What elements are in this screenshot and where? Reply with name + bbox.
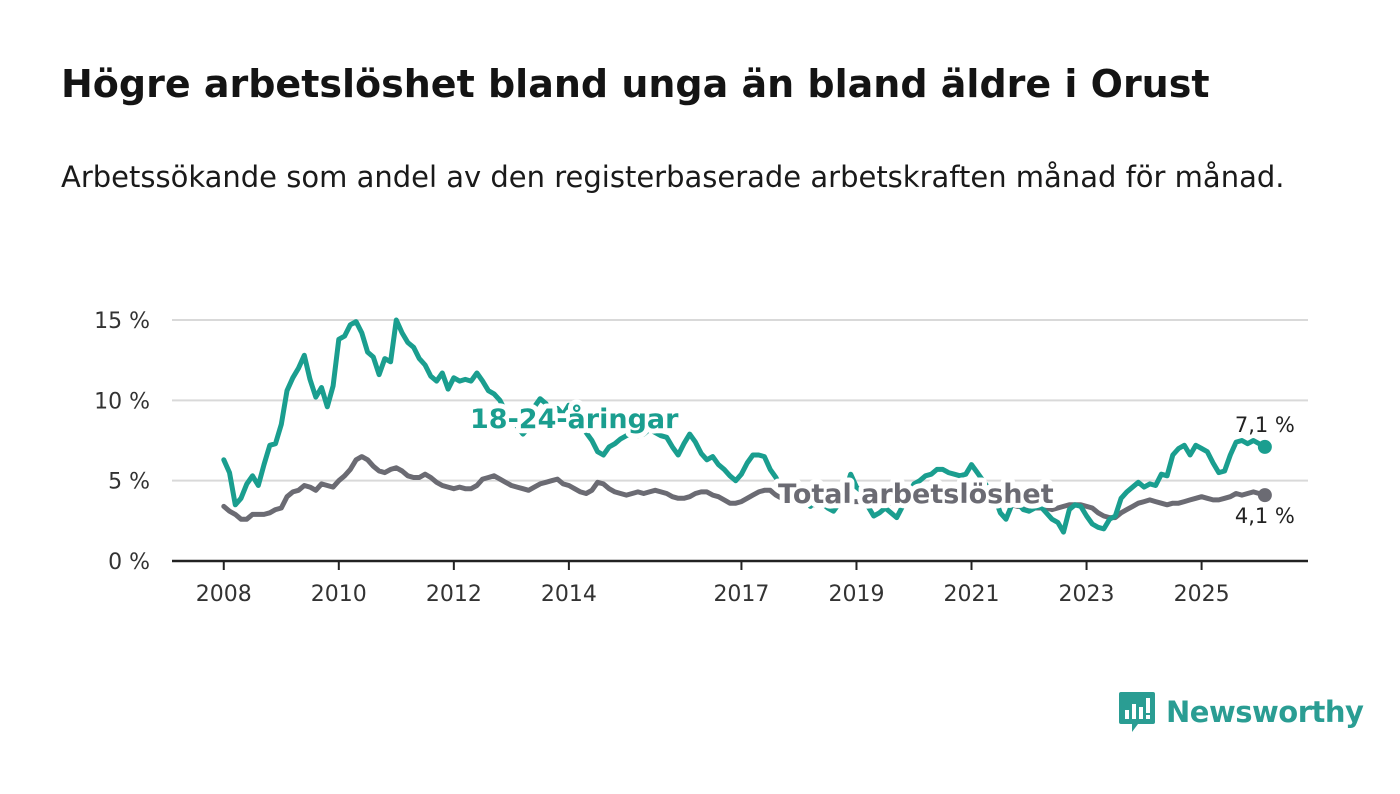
series-labels: 4,1 % 7,1 % 18-24-åringar Total arbetslöshe…	[465, 398, 1295, 528]
x-axis: 2008 2010 2012 2014 2017 2019 2021 2023 2025	[172, 559, 1308, 607]
y-tick-label: 15 %	[94, 309, 150, 334]
newsworthy-logo-icon	[1119, 692, 1155, 732]
x-tick-label: 2017	[713, 582, 769, 607]
brand-name: Newsworthy	[1166, 695, 1364, 729]
x-tick-label: 2025	[1174, 582, 1230, 607]
series-line-0	[221, 317, 1268, 535]
newsworthy-brand: Newsworthy	[1118, 690, 1364, 734]
x-tick-label: 2023	[1059, 582, 1115, 607]
series-lines	[221, 317, 1272, 535]
series-end-label-1: 4,1 %	[1235, 504, 1295, 528]
x-tick-label: 2010	[311, 582, 367, 607]
y-tick-label: 5 %	[108, 470, 150, 495]
series-end-marker-1	[1257, 488, 1272, 503]
y-tick-label: 10 %	[94, 389, 150, 414]
x-tick-label: 2021	[944, 582, 1000, 607]
y-axis: 0 % 5 % 10 % 15 %	[94, 309, 150, 575]
x-tick-label: 2012	[426, 582, 482, 607]
chart-title: Högre arbetslöshet bland unga än bland ä…	[61, 62, 1210, 106]
series-label-total: Total arbetslöshet	[778, 479, 1054, 510]
y-tick-label: 0 %	[108, 550, 150, 575]
series-label-youth: 18-24-åringar	[470, 403, 679, 435]
x-tick-label: 2019	[828, 582, 884, 607]
series-end-marker-0	[1257, 439, 1272, 454]
chart-subtitle: Arbetssökande som andel av den registerb…	[61, 160, 1285, 194]
series-end-label-0: 7,1 %	[1235, 413, 1295, 437]
gridlines	[172, 319, 1308, 482]
x-tick-label: 2008	[196, 582, 252, 607]
x-tick-label: 2014	[541, 582, 597, 607]
series-line-1	[221, 454, 1268, 522]
